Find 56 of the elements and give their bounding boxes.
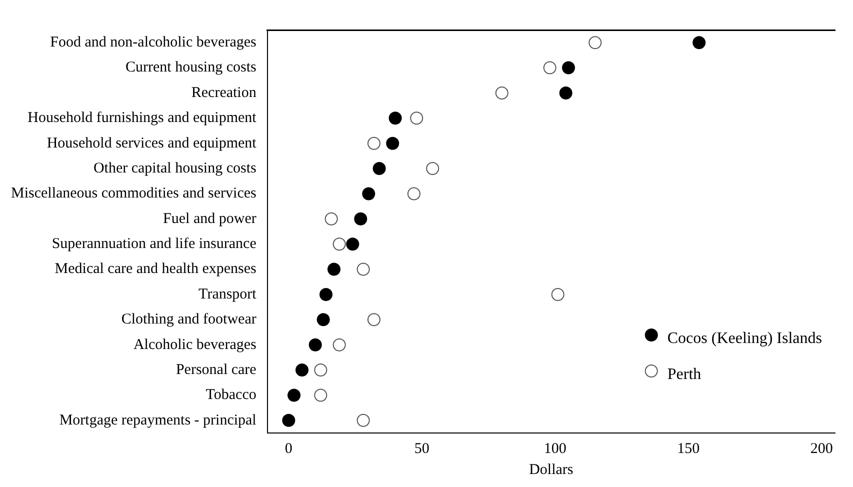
point xyxy=(356,262,370,276)
y-tick-label: Alcoholic beverages xyxy=(133,336,257,353)
point xyxy=(367,313,380,326)
point xyxy=(354,212,368,226)
y-tick-label: Clothing and footwear xyxy=(121,312,256,328)
y-tick-label: Medical care and health expenses xyxy=(54,261,257,278)
point xyxy=(314,388,328,402)
point xyxy=(346,238,360,251)
y-tick-label: Fuel and power xyxy=(163,210,256,227)
x-axis-title: Dollars xyxy=(529,462,574,478)
point xyxy=(426,162,440,176)
point xyxy=(288,388,301,402)
legend-label: Perth xyxy=(667,366,702,384)
point xyxy=(308,338,322,352)
x-tick-label: 200 xyxy=(810,440,833,457)
point xyxy=(495,86,508,100)
point xyxy=(692,36,706,50)
y-tick-label: Other capital housing costs xyxy=(93,160,257,176)
point xyxy=(410,112,424,125)
point xyxy=(386,136,400,150)
y-tick-label: Superannuation and life insurance xyxy=(52,236,257,252)
point xyxy=(332,238,346,251)
legend-label: Cocos (Keeling) Islands xyxy=(667,330,822,348)
point xyxy=(316,313,330,326)
point xyxy=(327,262,340,276)
x-tick-label: 0 xyxy=(284,440,292,457)
y-tick-label: Transport xyxy=(198,286,258,302)
point xyxy=(362,187,376,200)
x-tick-label: 100 xyxy=(544,440,566,457)
y-tick-label: Household services and equipment xyxy=(46,135,258,152)
point xyxy=(367,136,380,150)
x-tick-label: 50 xyxy=(414,440,430,457)
y-tick-label: Miscellaneous commodities and services xyxy=(10,186,257,202)
y-tick-label: Food and non-alcoholic beverages xyxy=(50,34,257,51)
point xyxy=(551,288,564,301)
y-tick-label: Current housing costs xyxy=(126,60,257,76)
y-tick-label: Recreation xyxy=(191,84,257,101)
point xyxy=(332,338,346,352)
x-tick-label: 150 xyxy=(677,440,700,457)
y-tick-label: Tobacco xyxy=(206,387,256,404)
point xyxy=(562,61,575,74)
point xyxy=(559,86,572,100)
point xyxy=(543,61,556,74)
y-tick-label: Mortgage repayments - principal xyxy=(59,412,256,428)
point xyxy=(372,162,386,176)
point xyxy=(388,112,402,125)
point xyxy=(314,364,328,377)
point xyxy=(356,414,370,427)
point xyxy=(319,288,332,301)
y-tick-label: Personal care xyxy=(176,362,257,378)
point xyxy=(282,414,296,427)
point xyxy=(296,364,308,377)
point xyxy=(324,212,338,226)
point xyxy=(407,187,420,200)
y-tick-label: Household furnishings and equipment xyxy=(28,110,258,126)
point xyxy=(588,36,602,50)
